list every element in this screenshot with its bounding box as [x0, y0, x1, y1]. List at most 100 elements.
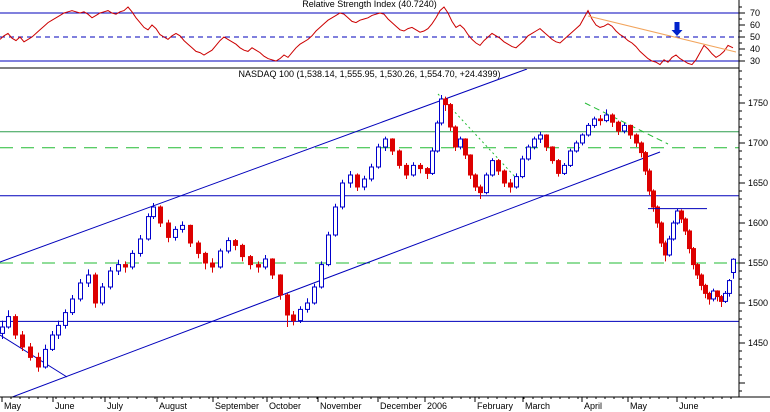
- rsi-axis-label: 70: [750, 8, 760, 18]
- candle: [63, 312, 68, 326]
- candle: [355, 174, 360, 188]
- candle: [679, 210, 684, 220]
- candle: [496, 160, 501, 172]
- candle: [340, 182, 345, 208]
- candle: [562, 164, 567, 174]
- candle: [146, 216, 151, 240]
- candle: [568, 150, 573, 166]
- candle: [667, 238, 672, 256]
- month-label: August: [159, 401, 188, 411]
- price-axis-label: 1550: [748, 258, 768, 268]
- candle: [628, 124, 633, 136]
- candle: [0, 326, 5, 334]
- candle: [463, 138, 468, 156]
- price-axis-label: 1500: [748, 298, 768, 308]
- price-axis-label: 1450: [748, 338, 768, 348]
- rsi-panel-title: Relative Strength Index (40.7240): [302, 0, 437, 9]
- candle: [218, 250, 223, 268]
- candle: [256, 264, 261, 268]
- candle: [468, 154, 473, 176]
- candle: [580, 134, 585, 144]
- candle: [592, 118, 597, 126]
- candle: [138, 238, 143, 254]
- candle: [173, 228, 178, 238]
- candle: [490, 160, 495, 176]
- price-axis-label: 1750: [748, 98, 768, 108]
- candle: [478, 186, 483, 194]
- candle: [731, 258, 736, 273]
- candle: [6, 316, 11, 328]
- candle: [240, 244, 245, 258]
- candle: [233, 240, 238, 246]
- candle: [651, 190, 656, 208]
- rsi-axis-label: 50: [750, 32, 760, 42]
- month-label: June: [679, 401, 699, 411]
- candle: [538, 134, 543, 140]
- rsi-trendline: [587, 15, 737, 53]
- candle: [326, 234, 331, 266]
- candle: [278, 274, 283, 296]
- candle: [526, 146, 531, 160]
- candle: [687, 230, 692, 250]
- candle: [604, 114, 609, 122]
- candle: [550, 146, 555, 162]
- candle: [723, 292, 728, 302]
- candle: [439, 98, 444, 124]
- candle: [675, 210, 680, 224]
- candle: [544, 134, 549, 148]
- candle: [711, 290, 716, 300]
- candle: [100, 286, 105, 304]
- candle: [703, 284, 708, 294]
- candle: [319, 264, 324, 288]
- candle: [659, 222, 664, 244]
- month-label: June: [55, 401, 75, 411]
- candle: [598, 118, 603, 122]
- rsi-axis-label: 40: [750, 44, 760, 54]
- candle: [647, 170, 652, 192]
- candle: [123, 264, 128, 268]
- candle: [383, 138, 388, 148]
- down-arrow-icon: [671, 22, 683, 36]
- month-label: April: [584, 401, 602, 411]
- candle: [93, 274, 98, 304]
- candle: [180, 224, 185, 230]
- candle: [453, 126, 458, 148]
- candle: [520, 158, 525, 178]
- month-label: September: [215, 401, 259, 411]
- candle: [369, 166, 374, 180]
- month-label: November: [320, 401, 362, 411]
- candle: [158, 206, 163, 224]
- price-panel-title: NASDAQ 100 (1,538.14, 1,555.95, 1,530.26…: [238, 69, 501, 79]
- candle: [655, 206, 660, 224]
- month-label: October: [269, 401, 301, 411]
- date-axis: May June July August September October Novembe…: [1, 397, 732, 411]
- candle: [484, 174, 489, 194]
- rsi-axis-label: 30: [750, 56, 760, 66]
- candle: [70, 298, 75, 314]
- candle: [707, 292, 712, 300]
- candle: [376, 146, 381, 168]
- candle: [210, 262, 215, 268]
- rsi-level-lines: [0, 12, 739, 62]
- price-axis-label: 1600: [748, 218, 768, 228]
- candle: [78, 282, 83, 300]
- month-label: May: [630, 401, 648, 411]
- candle: [643, 152, 648, 172]
- price-support-resistance-lines: [0, 131, 739, 322]
- candle: [362, 178, 367, 188]
- price-axis: 1750 1700 1650 1600 1550 1500 1450: [739, 70, 768, 392]
- price-axis-label: 1650: [748, 178, 768, 188]
- candlestick-series: [0, 95, 736, 372]
- candle: [430, 150, 435, 174]
- rsi-axis: 70 60 50 40 30: [739, 6, 760, 66]
- candle: [699, 274, 704, 286]
- rsi-line: [0, 6, 734, 66]
- candle: [727, 280, 732, 294]
- candle: [36, 356, 41, 368]
- candle: [86, 274, 91, 284]
- candle: [448, 104, 453, 128]
- candle: [390, 138, 395, 152]
- candle: [616, 121, 621, 132]
- candle: [458, 138, 463, 148]
